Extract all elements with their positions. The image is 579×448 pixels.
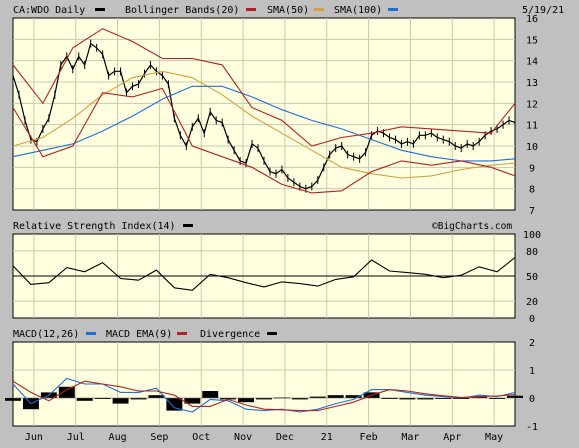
- price-panel: [12, 17, 516, 211]
- divergence-bar: [166, 398, 183, 411]
- x-tick-label: Mar: [401, 432, 419, 443]
- macd-div-swatch: [267, 332, 277, 335]
- y-tick-label: 14: [526, 57, 538, 68]
- y-tick-label: 11: [526, 121, 538, 132]
- divergence-bar: [256, 398, 272, 400]
- divergence-bar: [76, 398, 93, 401]
- series-line-bollinger-upper: [12, 28, 516, 147]
- divergence-bar: [435, 398, 452, 399]
- legend-bollinger-label: Bollinger Bands(20): [125, 5, 239, 16]
- divergence-bar: [291, 398, 308, 400]
- chart-title: CA:WDO Daily: [13, 5, 85, 16]
- x-tick-label: Jun: [25, 432, 43, 443]
- legend-bollinger-swatch: [246, 8, 256, 11]
- divergence-bar: [58, 386, 75, 398]
- macd-ema-label: MACD EMA(9): [106, 329, 172, 340]
- series-line-macd-ema-9-: [12, 380, 516, 412]
- x-tick-label: Nov: [234, 432, 252, 443]
- rsi-legend-swatch: [183, 224, 193, 227]
- divergence-bar: [309, 396, 326, 398]
- legend-sma100-label: SMA(100): [334, 5, 382, 16]
- divergence-bar: [220, 398, 237, 400]
- legend-sma50-label: SMA(50): [267, 5, 309, 16]
- divergence-bar: [130, 398, 147, 400]
- y-tick-label: -1: [526, 422, 538, 433]
- macd-legend-swatch: [86, 332, 96, 335]
- grid-layer: [13, 18, 515, 426]
- x-tick-label: Oct: [192, 432, 210, 443]
- y-tick-label: 10: [526, 142, 538, 153]
- y-tick-label: 1: [529, 366, 535, 377]
- x-tick-label: Jul: [67, 432, 85, 443]
- divergence-bar: [238, 398, 255, 403]
- divergence-bar: [112, 398, 129, 404]
- x-tick-label: Aug: [109, 432, 127, 443]
- y-tick-label: 50: [526, 272, 538, 283]
- divergence-bar: [471, 396, 488, 398]
- chart-date: 5/19/21: [522, 5, 564, 16]
- x-tick-label: Sep: [150, 432, 168, 443]
- y-tick-label: 20: [526, 297, 538, 308]
- x-tick-label: Apr: [443, 432, 461, 443]
- price-legend-swatch: [95, 8, 105, 11]
- series-line-bollinger-lower: [12, 87, 516, 194]
- divergence-bar: [327, 395, 344, 398]
- y-tick-label: 8: [529, 185, 535, 196]
- macd-panel: [12, 341, 516, 427]
- y-tick-label: 0: [529, 394, 535, 405]
- series-layer: [5, 28, 523, 413]
- macd-title: MACD(12,26): [13, 329, 79, 340]
- series-line-macd-12-26-: [12, 377, 516, 413]
- divergence-bar: [507, 395, 523, 398]
- divergence-bar: [184, 398, 201, 404]
- divergence-bar: [345, 395, 362, 398]
- watermark: ©BigCharts.com: [432, 221, 512, 232]
- x-tick-label: 21: [321, 432, 333, 443]
- axis-layer: Jun Jul Aug Sep Oct Nov Dec 21 Feb Mar Apr May78910…: [25, 14, 541, 443]
- divergence-bar: [202, 391, 219, 398]
- y-tick-label: 9: [529, 163, 535, 174]
- y-tick-label: 13: [526, 78, 538, 89]
- divergence-bar: [381, 398, 398, 399]
- divergence-bar: [417, 398, 434, 400]
- y-tick-label: 80: [526, 247, 538, 258]
- divergence-bar: [489, 398, 506, 399]
- x-tick-label: Dec: [276, 432, 294, 443]
- divergence-bar: [399, 398, 416, 400]
- y-tick-label: 2: [529, 338, 535, 349]
- divergence-bar: [94, 398, 111, 399]
- y-tick-label: 0: [529, 314, 535, 325]
- y-tick-label: 100: [523, 230, 541, 241]
- legend-sma100-swatch: [388, 8, 398, 11]
- legend-sma50-swatch: [314, 8, 324, 11]
- macd-div-label: Divergence: [200, 329, 260, 340]
- y-tick-label: 12: [526, 99, 538, 110]
- rsi-title: Relative Strength Index(14): [13, 221, 176, 232]
- x-tick-label: Feb: [360, 432, 378, 443]
- series-line-relative-strength-index-14-: [12, 257, 516, 291]
- y-tick-label: 7: [529, 206, 535, 217]
- y-tick-label: 16: [526, 14, 538, 25]
- series-line-sma-100-: [12, 85, 516, 162]
- divergence-bar: [5, 398, 21, 401]
- x-tick-label: May: [485, 432, 503, 443]
- divergence-bar: [148, 395, 165, 398]
- macd-ema-swatch: [177, 332, 187, 335]
- series-line-sma-50-: [12, 70, 516, 179]
- y-tick-label: 15: [526, 35, 538, 46]
